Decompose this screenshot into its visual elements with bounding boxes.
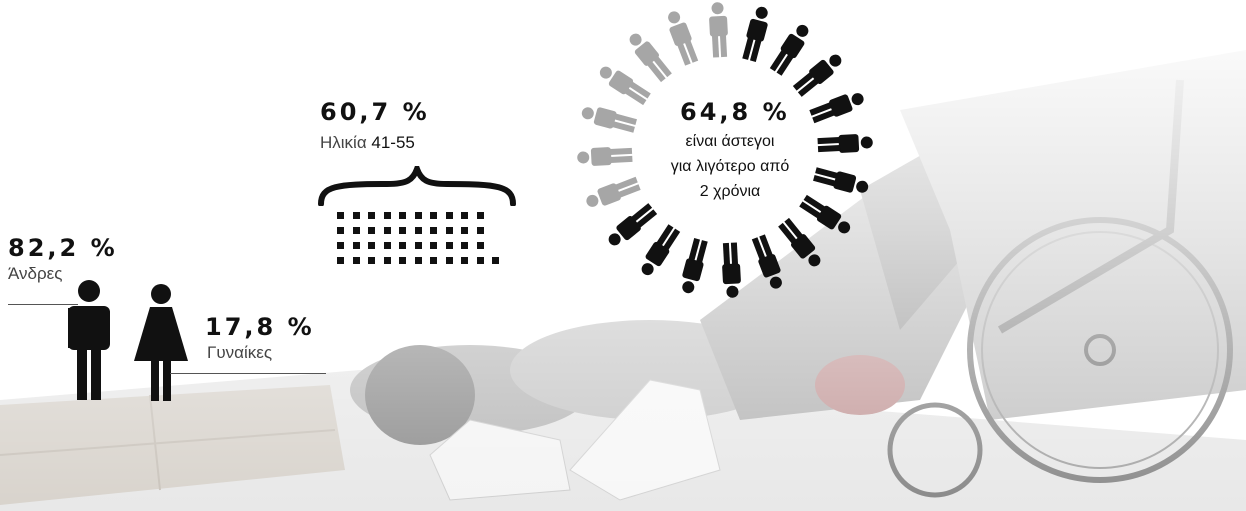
person-dark-icon [751, 234, 782, 289]
age-dot [352, 242, 360, 249]
curly-brace-icon [318, 166, 516, 206]
person-dark-icon [809, 93, 864, 124]
women-label: Γυναίκες [207, 343, 273, 362]
age-dot [476, 227, 484, 234]
age-dot [430, 212, 437, 219]
person-dark-icon [641, 224, 681, 276]
men-rule [8, 304, 78, 305]
age-dot [337, 257, 344, 264]
age-percent: 60,7 % [320, 98, 430, 126]
age-dot-grid [337, 212, 517, 282]
age-dot [445, 212, 453, 219]
age-dot [476, 242, 484, 249]
duration-line-1: είναι άστεγοι [685, 133, 775, 150]
age-dot [368, 242, 375, 249]
age-dot [352, 212, 360, 219]
age-dot [383, 242, 391, 249]
age-dot [445, 227, 453, 234]
person-dark-icon [742, 6, 768, 62]
age-dot [430, 227, 437, 234]
person-dark-icon [682, 238, 708, 294]
age-dot [352, 257, 360, 264]
age-dot [476, 257, 484, 264]
person-grey-icon [709, 2, 728, 58]
age-dot [337, 242, 344, 249]
age-dot [399, 242, 406, 249]
person-dark-icon [792, 54, 842, 97]
age-dot [414, 227, 422, 234]
figures-ring [575, 0, 875, 300]
men-percent: 82,2 % [8, 234, 118, 262]
person-dark-icon [799, 194, 851, 234]
age-dot [445, 242, 453, 249]
age-dot [445, 257, 453, 264]
men-label: Άνδρες [8, 264, 63, 283]
age-dot [461, 257, 468, 264]
age-label: Ηλικία 41-55 [320, 133, 415, 153]
age-dot [461, 227, 468, 234]
age-dot [368, 212, 375, 219]
duration-line-2: για λιγότερο από [670, 158, 790, 175]
age-dot [414, 242, 422, 249]
person-grey-icon [586, 176, 641, 207]
age-label-range: 41-55 [371, 133, 415, 152]
person-grey-icon [668, 11, 699, 66]
age-dot [352, 227, 360, 234]
age-dot [368, 257, 375, 264]
person-dark-icon [813, 167, 869, 193]
age-dot [337, 227, 344, 234]
age-dot [399, 257, 406, 264]
age-dot [399, 227, 406, 234]
age-dot [383, 257, 391, 264]
women-rule [170, 373, 326, 374]
age-dot [383, 227, 391, 234]
person-grey-icon [629, 33, 672, 83]
person-grey-icon [581, 107, 637, 133]
woman-icon [134, 284, 188, 401]
man-icon [68, 280, 110, 400]
age-dot [383, 212, 391, 219]
age-dot [414, 212, 422, 219]
age-dot [368, 227, 375, 234]
figures-ring-svg [577, 2, 873, 298]
age-dot [492, 257, 499, 264]
age-dot [430, 242, 437, 249]
person-dark-icon [722, 242, 741, 298]
age-dot [461, 212, 468, 219]
person-dark-icon [817, 134, 873, 153]
duration-percent: 64,8 % [680, 98, 790, 126]
age-dot [399, 212, 406, 219]
person-dark-icon [769, 24, 809, 76]
age-label-prefix: Ηλικία [320, 133, 372, 152]
duration-line-3: 2 χρόνια [699, 183, 761, 200]
person-grey-icon [599, 66, 651, 106]
women-percent: 17,8 % [205, 313, 315, 341]
age-dot [476, 212, 484, 219]
age-dot [461, 242, 468, 249]
person-dark-icon [778, 217, 821, 267]
person-grey-icon [577, 147, 633, 166]
age-dot [337, 212, 344, 219]
age-dot [414, 257, 422, 264]
age-dot [430, 257, 437, 264]
person-dark-icon [608, 203, 658, 246]
